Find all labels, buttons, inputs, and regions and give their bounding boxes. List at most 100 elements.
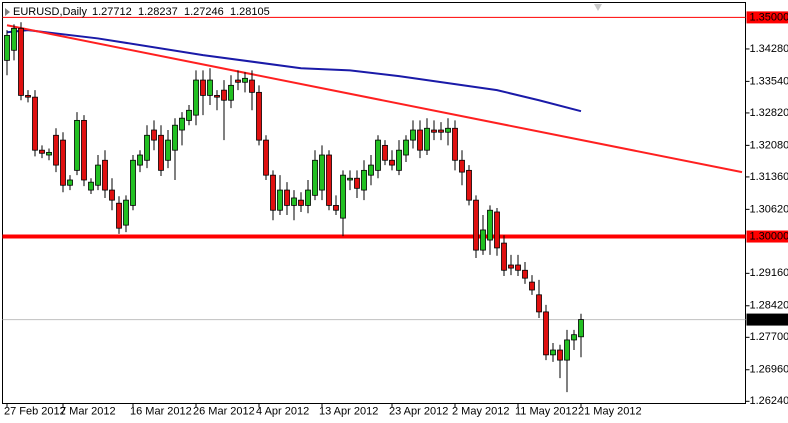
candle-body xyxy=(60,139,66,186)
candle-body xyxy=(578,319,584,338)
hline-label: 1.30000 xyxy=(750,230,788,242)
candle-body xyxy=(536,294,542,313)
candle-body xyxy=(284,189,290,206)
candle-body xyxy=(340,174,346,219)
candle-body xyxy=(116,202,122,229)
candle-body xyxy=(361,169,367,191)
candle-body xyxy=(39,149,45,154)
candle-body xyxy=(487,209,493,241)
candle-body xyxy=(214,95,220,98)
x-tick-label: 7 Mar 2012 xyxy=(60,405,116,417)
hline-label-box xyxy=(746,230,788,243)
candle-body xyxy=(151,129,157,141)
candle-body xyxy=(11,27,17,51)
candle-body xyxy=(256,91,262,141)
candle-body xyxy=(53,134,59,166)
candle-body xyxy=(410,129,416,141)
candle-body xyxy=(368,164,374,176)
y-tick-label: 1.29160 xyxy=(750,267,788,279)
candle-body xyxy=(431,129,437,133)
candle-body xyxy=(319,154,325,191)
y-tick-label: 1.27700 xyxy=(750,331,788,343)
x-tick-label: 21 May 2012 xyxy=(578,405,642,417)
hline-label: 1.35000 xyxy=(750,11,788,23)
candle-body xyxy=(354,177,360,189)
candle-body xyxy=(438,129,444,133)
candle-body xyxy=(109,189,115,201)
candle-body xyxy=(480,229,486,251)
candle-body xyxy=(550,349,556,356)
x-tick-label: 26 Mar 2012 xyxy=(193,405,255,417)
candle-body xyxy=(452,127,458,161)
candle-body xyxy=(165,139,171,161)
candle-body xyxy=(249,79,255,93)
candle-body xyxy=(403,139,409,156)
candle-body xyxy=(228,84,234,101)
candle-body xyxy=(375,139,381,171)
candle-body xyxy=(32,96,38,151)
candle-body xyxy=(347,177,353,181)
y-tick-label: 1.34280 xyxy=(750,43,788,55)
candle-body xyxy=(494,211,500,249)
y-tick-label: 1.32820 xyxy=(750,107,788,119)
candle-body xyxy=(305,189,311,206)
x-tick-label: 16 Mar 2012 xyxy=(130,405,192,417)
candle-body xyxy=(333,205,339,211)
candle-body xyxy=(88,181,94,191)
x-tick-label: 27 Feb 2012 xyxy=(4,405,66,417)
candle-body xyxy=(18,27,24,96)
x-tick-label: 11 May 2012 xyxy=(515,405,578,417)
y-tick-label: 1.33540 xyxy=(750,75,788,87)
candle-body xyxy=(207,79,213,96)
candle-body xyxy=(382,144,388,161)
y-tick-label: 1.26960 xyxy=(750,364,788,376)
candle-body xyxy=(396,149,402,171)
candle-body xyxy=(515,264,521,271)
y-tick-label: 1.28420 xyxy=(750,300,788,312)
candle-body xyxy=(46,151,52,156)
candle-body xyxy=(81,119,87,181)
moving-average xyxy=(6,29,582,113)
candle-body xyxy=(263,139,269,176)
open-value: 1.27712 xyxy=(92,6,132,18)
candle-body xyxy=(522,269,528,279)
toolbar-icon xyxy=(594,4,602,11)
y-tick-label: 1.26240 xyxy=(750,395,788,407)
candle-body xyxy=(389,159,395,166)
candle-body xyxy=(102,159,108,191)
trend-line xyxy=(6,24,743,174)
candle-body xyxy=(242,77,248,83)
x-tick-label: 23 Apr 2012 xyxy=(389,405,448,417)
candle-body xyxy=(74,119,80,171)
high-value: 1.28237 xyxy=(138,6,178,18)
candle-body xyxy=(123,199,129,226)
candle-body xyxy=(424,127,430,151)
candle-body xyxy=(235,79,241,83)
price-label-box xyxy=(746,313,788,326)
candle-body xyxy=(501,242,507,271)
candle-body xyxy=(4,34,10,61)
price-label: 1.28105 xyxy=(750,313,788,325)
candle-body xyxy=(130,159,136,206)
candle-body xyxy=(298,199,304,206)
candle-body xyxy=(529,281,535,291)
candle-body xyxy=(158,134,164,171)
candle-body xyxy=(557,349,563,361)
low-value: 1.27246 xyxy=(184,6,224,18)
x-tick-label: 4 Apr 2012 xyxy=(256,405,309,417)
candle-body xyxy=(221,89,227,101)
candle-body xyxy=(144,134,150,161)
candle-body xyxy=(291,197,297,206)
header: EURUSD,Daily 1.27712 1.28237 1.27246 1.2… xyxy=(5,6,270,18)
candle-body xyxy=(312,159,318,196)
candle-body xyxy=(473,199,479,251)
candle-body xyxy=(179,117,185,131)
candle-body xyxy=(445,127,451,133)
candle-body xyxy=(459,159,465,173)
candle-body xyxy=(137,154,143,166)
candle-body xyxy=(200,79,206,96)
candle-body xyxy=(508,264,514,269)
